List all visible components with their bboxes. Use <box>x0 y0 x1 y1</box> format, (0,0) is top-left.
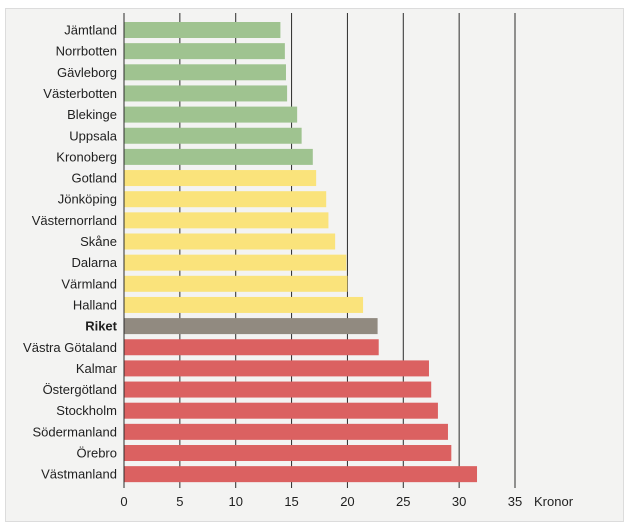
category-label: Kronoberg <box>56 149 117 164</box>
category-label: Blekinge <box>67 107 117 122</box>
bar-Kronoberg <box>124 148 313 165</box>
category-label: Östergötland <box>43 382 117 397</box>
category-label: Gotland <box>71 171 117 186</box>
category-label: Södermanland <box>32 424 117 439</box>
x-tick-label: 0 <box>120 494 127 509</box>
bar-Uppsala <box>124 127 302 144</box>
category-label: Halland <box>73 297 117 312</box>
bar-Västra Götaland <box>124 339 379 356</box>
bar-Gotland <box>124 170 317 187</box>
x-axis-label: Kronor <box>534 494 574 509</box>
category-label: Värmland <box>61 276 117 291</box>
category-label: Kalmar <box>76 361 118 376</box>
category-labels: Jämtland Norrbotten Gävleborg Västerbotten B… <box>23 23 118 482</box>
category-label: Jämtland <box>64 23 117 38</box>
x-tick-label: 5 <box>176 494 183 509</box>
bar-Dalarna <box>124 254 347 271</box>
bar-Riket <box>124 318 378 335</box>
category-label: Riket <box>85 319 117 334</box>
x-tick-label: 25 <box>396 494 410 509</box>
category-label: Stockholm <box>56 403 117 418</box>
bar-Stockholm <box>124 402 438 419</box>
bar-Västmanland <box>124 466 478 483</box>
category-label: Dalarna <box>71 255 117 270</box>
bar-Jönköping <box>124 191 327 208</box>
category-label: Jönköping <box>58 192 117 207</box>
bar-Jämtland <box>124 22 281 38</box>
bar-Norrbotten <box>124 43 285 60</box>
category-label: Västra Götaland <box>23 340 117 355</box>
category-label: Västerbotten <box>43 86 117 101</box>
category-label: Skåne <box>80 234 117 249</box>
x-tick-label: 35 <box>508 494 522 509</box>
bar-Halland <box>124 296 364 313</box>
bar-Kalmar <box>124 360 429 377</box>
category-label: Gävleborg <box>57 65 117 80</box>
bar-Värmland <box>124 275 348 292</box>
x-axis: 0 5 10 15 20 25 30 35 Kronor <box>120 13 574 509</box>
bars <box>124 22 478 483</box>
category-label: Norrbotten <box>56 44 117 59</box>
x-tick-label: 20 <box>340 494 354 509</box>
bar-Östergötland <box>124 381 432 398</box>
category-label: Västernorrland <box>32 213 117 228</box>
bar-Skåne <box>124 233 336 250</box>
category-label: Uppsala <box>69 128 117 143</box>
x-tick-label: 10 <box>228 494 242 509</box>
x-tick-label: 15 <box>284 494 298 509</box>
bar-Gävleborg <box>124 64 286 81</box>
bar-Västerbotten <box>124 85 288 102</box>
x-tick-label: 30 <box>452 494 466 509</box>
bar-Blekinge <box>124 106 298 123</box>
bar-Örebro <box>124 445 452 461</box>
category-label: Västmanland <box>41 467 117 482</box>
bar-Södermanland <box>124 423 448 440</box>
category-label: Örebro <box>77 446 117 461</box>
bar-Västernorrland <box>124 212 329 229</box>
